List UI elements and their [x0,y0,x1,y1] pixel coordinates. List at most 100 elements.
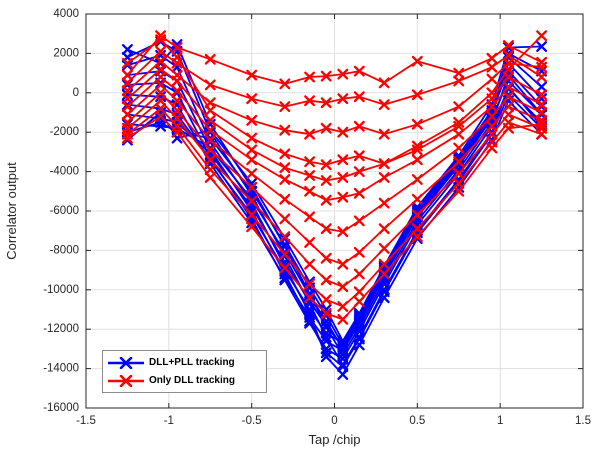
series-marker-x [204,114,216,126]
legend-label: Only DLL tracking [149,375,235,386]
series-marker-x [320,223,332,235]
legend: DLL+PLL tracking Only DLL tracking [102,350,267,393]
series-marker-x [320,335,332,347]
series-marker-x [279,148,291,160]
series-marker-x [320,294,332,306]
series-marker-x [378,99,390,111]
series-marker-x [411,209,423,221]
series-marker-x [279,213,291,225]
series-marker-x [353,296,365,308]
legend-item-only-dll: Only DLL tracking [107,372,260,389]
series-marker-x [155,30,167,42]
series-marker-x [378,268,390,280]
series-marker-x [453,142,465,154]
series-line [126,35,543,166]
series-line [127,52,543,346]
series-marker-x [502,42,514,53]
series-marker-x [411,193,423,205]
series-marker-x [304,276,316,288]
series-line [127,82,543,360]
series-marker-x [204,124,216,136]
series-marker-x [246,154,258,166]
series-marker-x [171,75,183,87]
series-marker-x [204,105,216,116]
y-tick-label: -4000 [50,166,79,178]
series-marker-x [486,120,498,132]
series-marker-x [246,213,258,225]
series-line [126,45,542,342]
series-marker-x [536,107,548,118]
series-line [126,84,542,233]
series-marker-x [378,172,390,183]
series-marker-x [279,193,291,205]
series-marker-x [320,122,332,134]
series-marker-x [121,69,133,81]
series-marker-x [378,258,390,270]
series-line [126,68,543,182]
series-marker-x [155,71,167,83]
series-marker-x [337,93,349,105]
series-marker-x [320,304,332,315]
series-marker-x [337,339,349,351]
series-marker-x [502,71,514,83]
series-marker-x [353,150,365,162]
series-marker-x [411,154,423,166]
series-marker-x [353,268,365,280]
series-marker-x [246,168,258,180]
series-marker-x [486,142,498,154]
y-tick-label: -10000 [43,284,79,296]
series-marker-x [279,174,291,185]
series-marker-x [378,128,390,140]
series-marker-x [536,89,548,101]
series-marker-x [353,120,365,132]
x-tick-label: -1.5 [76,415,96,427]
series-marker-x [121,109,133,120]
series-marker-x [502,109,514,120]
series-marker-x [279,231,291,243]
series-marker-x [536,71,548,83]
series-marker-x [486,110,498,122]
series-line [126,50,543,108]
series-marker-x [337,301,349,312]
series-marker-x [155,87,167,99]
series-marker-x [453,116,465,128]
legend-item-dll-pll: DLL+PLL tracking [107,354,260,371]
series-marker-x [411,144,423,156]
series-marker-x [337,172,349,183]
series-marker-x [453,101,465,113]
series-marker-x [304,170,316,181]
y-tick-label: -12000 [43,323,79,335]
y-tick-label: 0 [73,87,79,99]
series-marker-x [453,67,465,79]
series-marker-x [411,231,423,243]
series-marker-x [502,49,514,61]
series-marker-x [320,319,332,331]
series-marker-x [121,132,133,144]
series-marker-x [536,118,548,130]
y-tick-label: -8000 [50,244,79,256]
series-marker-x [121,89,133,101]
series-marker-x [353,91,365,103]
series-marker-x [411,223,423,235]
series-marker-x [453,168,465,180]
series-marker-x [121,101,133,113]
series-marker-x [353,286,365,298]
series-marker-x [320,70,332,82]
series-marker-x [246,93,258,105]
series-marker-x [155,91,167,103]
series-marker-x [304,71,316,83]
series-marker-x [502,91,514,103]
series-marker-x [337,191,349,203]
series-marker-x [171,42,183,53]
x-tick-label: 1.5 [575,415,591,427]
series-marker-x [304,128,316,140]
series-marker-x [204,134,216,146]
series-marker-x [121,57,133,69]
series-line [126,91,542,266]
series-marker-x [246,144,258,156]
series-marker-x [486,61,498,73]
series-marker-x [304,95,316,107]
series-marker-x [486,73,498,85]
series-marker-x [502,101,514,113]
series-line [126,99,542,288]
